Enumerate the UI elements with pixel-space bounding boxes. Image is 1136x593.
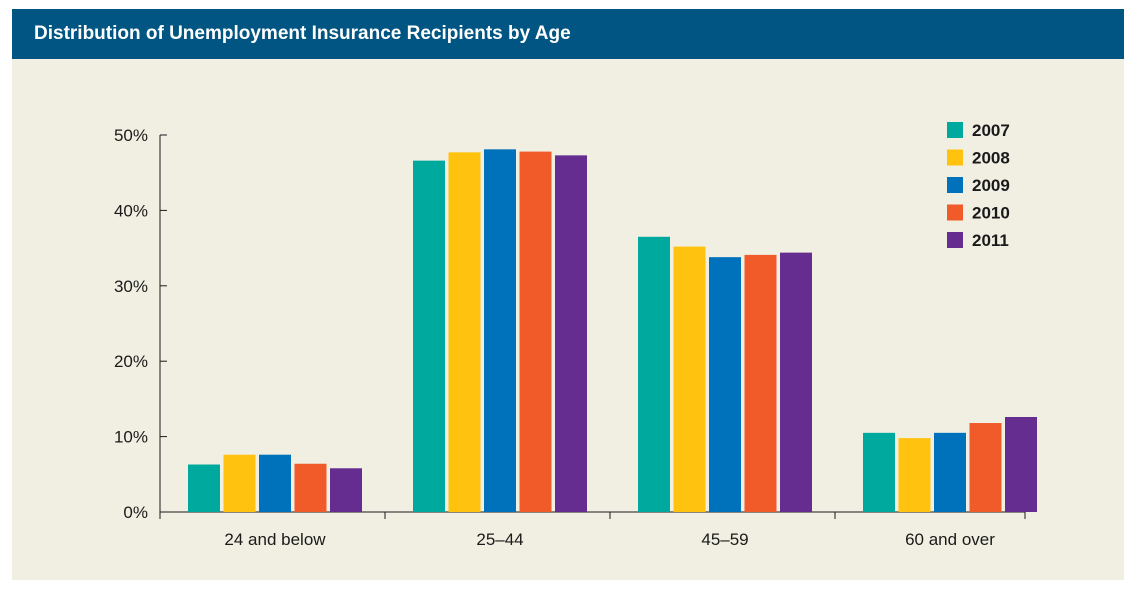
chart-bars bbox=[188, 149, 1037, 513]
chart-header: Distribution of Unemployment Insurance R… bbox=[12, 9, 1124, 59]
legend-swatch bbox=[947, 177, 963, 193]
bar-2011 bbox=[330, 468, 362, 512]
bar-2010 bbox=[519, 151, 552, 512]
bar-2007 bbox=[863, 432, 895, 512]
bar-2011 bbox=[780, 252, 812, 512]
y-tick-label: 30% bbox=[114, 277, 148, 296]
x-tick-label: 24 and below bbox=[224, 530, 326, 549]
bar-2009 bbox=[484, 149, 516, 513]
legend-label: 2007 bbox=[972, 121, 1010, 140]
bar-2010 bbox=[744, 254, 777, 513]
bar-2008 bbox=[223, 454, 256, 512]
legend-swatch bbox=[947, 232, 963, 248]
bar-2010 bbox=[294, 463, 327, 512]
bar-2008 bbox=[448, 152, 481, 513]
y-tick-label: 20% bbox=[114, 352, 148, 371]
bar-2008 bbox=[673, 246, 706, 513]
x-tick-label: 25–44 bbox=[476, 530, 523, 549]
legend-swatch bbox=[947, 122, 963, 138]
bar-2007 bbox=[413, 160, 445, 513]
chart-axes: 0% 10% 20% 30% 40% 50% 24 and below 25–44 45–59 6… bbox=[114, 126, 1026, 549]
bar-2007 bbox=[188, 464, 220, 512]
chart-legend: 2007 2008 2009 2010 2011 bbox=[947, 121, 1010, 250]
y-tick-label: 0% bbox=[123, 503, 148, 522]
legend-label: 2009 bbox=[972, 176, 1010, 195]
y-tick-label: 10% bbox=[114, 428, 148, 447]
bar-2009 bbox=[709, 257, 741, 512]
bar-2009 bbox=[259, 454, 291, 512]
bar-2008 bbox=[898, 438, 931, 512]
x-tick-label: 45–59 bbox=[701, 530, 748, 549]
bar-2009 bbox=[934, 432, 966, 512]
legend-label: 2011 bbox=[972, 231, 1009, 250]
bar-2011 bbox=[1005, 416, 1037, 512]
legend-label: 2010 bbox=[972, 204, 1010, 223]
bar-2007 bbox=[638, 236, 670, 513]
legend-swatch bbox=[947, 149, 963, 166]
bar-2011 bbox=[555, 155, 587, 512]
y-tick-label: 50% bbox=[114, 126, 148, 145]
bar-2010 bbox=[969, 423, 1002, 512]
x-tick-label: 60 and over bbox=[905, 530, 995, 549]
legend-label: 2008 bbox=[972, 149, 1010, 168]
y-tick-label: 40% bbox=[114, 201, 148, 220]
chart-title: Distribution of Unemployment Insurance R… bbox=[34, 23, 571, 44]
legend-swatch bbox=[947, 204, 963, 221]
